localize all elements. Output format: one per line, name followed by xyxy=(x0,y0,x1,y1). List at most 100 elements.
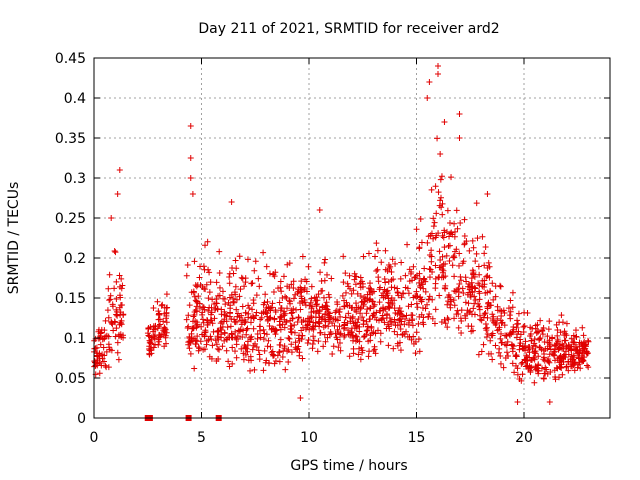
data-point xyxy=(572,344,579,351)
data-point xyxy=(438,318,445,325)
data-point xyxy=(553,341,560,348)
data-point xyxy=(359,314,366,321)
data-point xyxy=(542,346,549,353)
data-point xyxy=(453,207,460,214)
data-point xyxy=(467,308,474,315)
data-point xyxy=(498,313,505,320)
data-point xyxy=(510,324,517,331)
data-point xyxy=(243,345,250,352)
data-point xyxy=(330,316,337,323)
data-point xyxy=(217,320,224,327)
data-point xyxy=(231,289,238,296)
data-point xyxy=(397,347,404,354)
data-point xyxy=(381,286,388,293)
data-point xyxy=(183,316,190,323)
data-point xyxy=(399,332,406,339)
data-point xyxy=(215,355,222,362)
data-point xyxy=(441,229,448,236)
data-point xyxy=(116,292,123,299)
data-point xyxy=(385,278,392,285)
data-point xyxy=(299,332,306,339)
data-point xyxy=(397,321,404,328)
data-point xyxy=(301,296,308,303)
data-point xyxy=(448,174,455,181)
data-point xyxy=(511,369,518,376)
data-point xyxy=(556,319,563,326)
data-point xyxy=(361,332,368,339)
data-point xyxy=(497,360,504,367)
data-point xyxy=(439,253,446,260)
data-point xyxy=(389,300,396,307)
data-point xyxy=(388,284,395,291)
data-point xyxy=(539,331,546,338)
data-point xyxy=(219,343,226,350)
data-point xyxy=(507,308,514,315)
data-point xyxy=(233,306,240,313)
data-point xyxy=(446,233,453,240)
data-point xyxy=(150,305,157,312)
data-point xyxy=(450,254,457,261)
data-point xyxy=(348,325,355,332)
data-point xyxy=(435,71,441,77)
data-point xyxy=(240,327,247,334)
data-point xyxy=(417,294,424,301)
data-point xyxy=(219,323,226,330)
data-point xyxy=(494,315,501,322)
data-point xyxy=(288,349,295,356)
data-point xyxy=(211,306,218,313)
data-point xyxy=(497,335,504,342)
data-point xyxy=(375,317,382,324)
data-point xyxy=(300,317,307,324)
data-point xyxy=(509,360,516,367)
data-point xyxy=(432,306,439,313)
data-point xyxy=(402,272,409,279)
data-point xyxy=(332,309,339,316)
data-point xyxy=(526,344,533,351)
y-tick-label: 0.05 xyxy=(55,371,86,387)
data-point xyxy=(234,333,241,340)
data-point xyxy=(232,348,239,355)
data-point xyxy=(458,277,465,284)
data-point xyxy=(408,336,415,343)
data-point xyxy=(292,346,299,353)
data-point xyxy=(484,331,491,338)
data-point xyxy=(267,343,274,350)
data-point xyxy=(335,344,342,351)
data-point xyxy=(535,370,542,377)
data-point xyxy=(557,357,564,364)
x-tick-label: 0 xyxy=(90,430,99,446)
data-point xyxy=(146,339,153,346)
data-point xyxy=(447,304,454,311)
data-point xyxy=(377,284,384,291)
data-point xyxy=(492,293,499,300)
data-point xyxy=(474,300,481,307)
y-tick-label: 0.35 xyxy=(55,131,86,147)
data-point xyxy=(281,312,288,319)
data-point xyxy=(260,367,267,374)
data-point xyxy=(561,332,568,339)
data-point xyxy=(305,263,312,270)
data-point xyxy=(191,309,198,316)
data-point xyxy=(437,197,444,204)
data-point xyxy=(360,299,367,306)
data-point xyxy=(444,207,451,214)
data-point xyxy=(370,303,377,310)
data-point xyxy=(242,279,249,286)
data-point xyxy=(308,283,315,290)
data-point xyxy=(322,322,329,329)
data-point xyxy=(229,344,236,351)
data-point xyxy=(202,242,209,249)
data-point xyxy=(544,333,551,340)
data-point xyxy=(408,301,415,308)
data-point xyxy=(281,324,288,331)
y-axis-label: SRMTID / TECUs xyxy=(6,182,22,295)
data-point xyxy=(306,318,313,325)
data-point xyxy=(363,310,370,317)
data-point xyxy=(337,331,344,338)
data-point xyxy=(248,280,255,287)
data-point xyxy=(535,353,542,360)
data-point xyxy=(521,309,528,316)
data-point xyxy=(302,276,309,283)
data-point xyxy=(341,319,348,326)
